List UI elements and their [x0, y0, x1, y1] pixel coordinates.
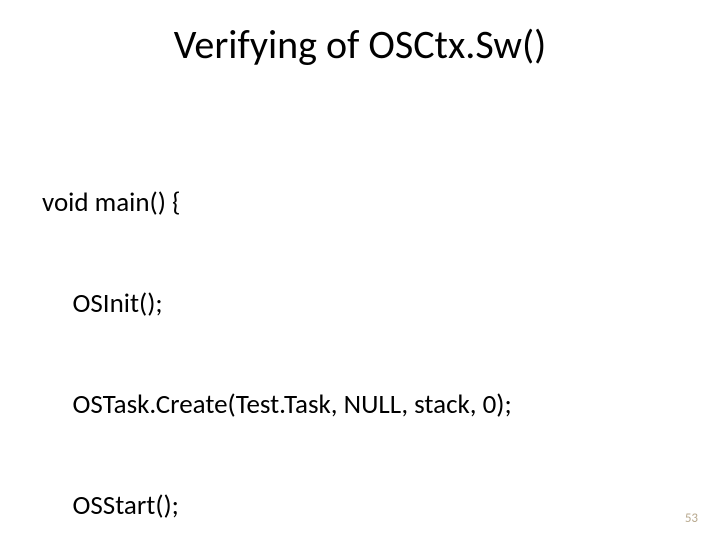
code-block: void main() { OSInit(); OSTask.Create(Te…	[42, 118, 678, 540]
code-line: OSTask.Create(Test.Task, NULL, stack, 0)…	[42, 388, 678, 422]
code-line: OSStart();	[42, 489, 678, 523]
page-number: 53	[685, 511, 698, 526]
code-line: OSInit();	[42, 287, 678, 321]
slide: Verifying of OSCtx.Sw() void main() { OS…	[0, 0, 720, 540]
slide-title: Verifying of OSCtx.Sw()	[0, 20, 720, 69]
code-line: void main() {	[42, 186, 678, 220]
